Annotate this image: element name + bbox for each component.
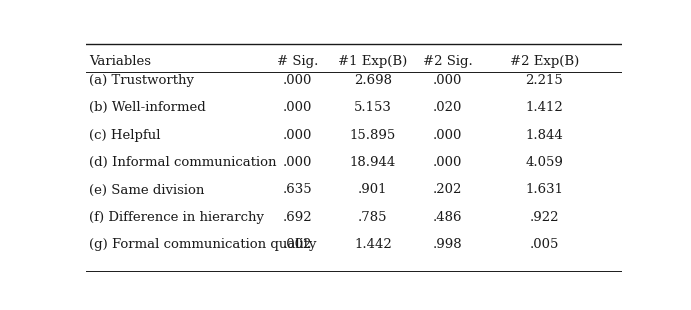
Text: 1.631: 1.631 xyxy=(525,184,563,197)
Text: .998: .998 xyxy=(433,238,463,251)
Text: .000: .000 xyxy=(433,129,462,142)
Text: .002: .002 xyxy=(283,238,312,251)
Text: .202: .202 xyxy=(433,184,462,197)
Text: #2 Exp(B): #2 Exp(B) xyxy=(510,55,579,68)
Text: #2 Sig.: #2 Sig. xyxy=(423,55,473,68)
Text: 5.153: 5.153 xyxy=(354,101,392,114)
Text: (f) Difference in hierarchy: (f) Difference in hierarchy xyxy=(89,211,264,224)
Text: (e) Same division: (e) Same division xyxy=(89,184,205,197)
Text: .000: .000 xyxy=(283,101,312,114)
Text: .000: .000 xyxy=(283,74,312,87)
Text: 1.412: 1.412 xyxy=(525,101,563,114)
Text: .000: .000 xyxy=(283,156,312,169)
Text: .901: .901 xyxy=(358,184,388,197)
Text: 2.215: 2.215 xyxy=(525,74,563,87)
Text: 1.442: 1.442 xyxy=(354,238,392,251)
Text: 15.895: 15.895 xyxy=(350,129,396,142)
Text: (a) Trustworthy: (a) Trustworthy xyxy=(89,74,194,87)
Text: (g) Formal communication quality: (g) Formal communication quality xyxy=(89,238,316,251)
Text: 18.944: 18.944 xyxy=(350,156,396,169)
Text: #1 Exp(B): #1 Exp(B) xyxy=(339,55,408,68)
Text: .635: .635 xyxy=(283,184,313,197)
Text: .005: .005 xyxy=(529,238,559,251)
Text: .000: .000 xyxy=(283,129,312,142)
Text: 4.059: 4.059 xyxy=(525,156,563,169)
Text: 2.698: 2.698 xyxy=(354,74,392,87)
Text: .000: .000 xyxy=(433,74,462,87)
Text: .785: .785 xyxy=(358,211,388,224)
Text: .922: .922 xyxy=(529,211,559,224)
Text: # Sig.: # Sig. xyxy=(277,55,319,68)
Text: 1.844: 1.844 xyxy=(525,129,563,142)
Text: (b) Well-informed: (b) Well-informed xyxy=(89,101,206,114)
Text: .486: .486 xyxy=(433,211,462,224)
Text: Variables: Variables xyxy=(89,55,151,68)
Text: .000: .000 xyxy=(433,156,462,169)
Text: (d) Informal communication: (d) Informal communication xyxy=(89,156,276,169)
Text: .020: .020 xyxy=(433,101,462,114)
Text: .692: .692 xyxy=(283,211,313,224)
Text: (c) Helpful: (c) Helpful xyxy=(89,129,160,142)
